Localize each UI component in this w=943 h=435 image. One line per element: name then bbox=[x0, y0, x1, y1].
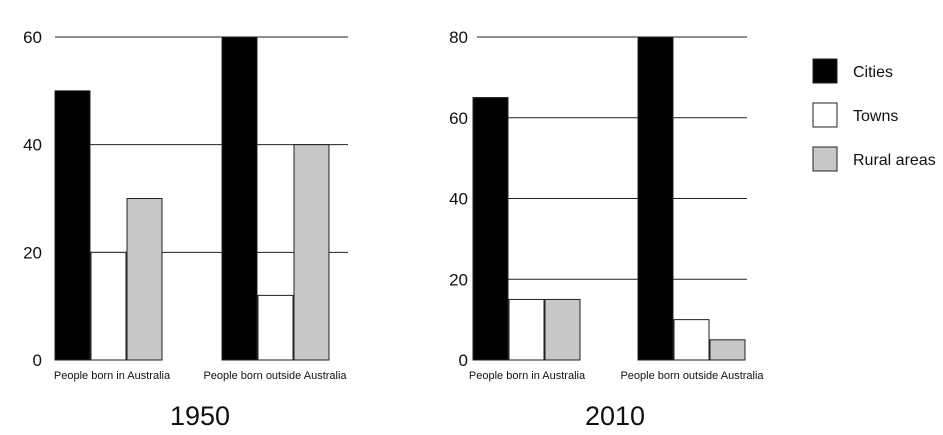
chart-2010: 0 20 40 60 80 People born in Australia People … bbox=[449, 28, 764, 431]
y-tick-label-60: 60 bbox=[449, 109, 468, 128]
bar-towns-people-born-in-australia bbox=[508, 298, 545, 361]
legend-label-cities: Cities bbox=[853, 64, 893, 81]
category-label-people-born-outside-australia: People born outside Australia bbox=[203, 370, 347, 382]
legend: Cities Towns Rural areas bbox=[812, 58, 936, 172]
bar-towns-people-born-in-australia bbox=[90, 251, 127, 361]
bar-rural-areas-people-born-in-australia bbox=[544, 298, 581, 361]
category-label-people-born-in-australia: People born in Australia bbox=[469, 370, 586, 382]
bar-towns-people-born-outside-australia bbox=[673, 319, 710, 361]
legend-swatch-rural-areas bbox=[812, 146, 838, 172]
bar-cities-people-born-in-australia bbox=[472, 97, 509, 361]
chart-1950: 0 20 40 60 People born in Australia People bo… bbox=[23, 28, 348, 431]
y-tick-label-40: 40 bbox=[449, 190, 468, 209]
legend-swatch-cities bbox=[812, 58, 838, 84]
category-label-people-born-in-australia: People born in Australia bbox=[54, 370, 171, 382]
bar-rural-areas-people-born-in-australia bbox=[126, 198, 163, 361]
legend-label-towns: Towns bbox=[853, 108, 898, 125]
legend-swatch-towns bbox=[812, 102, 838, 128]
bar-cities-people-born-in-australia bbox=[54, 90, 91, 361]
y-tick-label-80: 80 bbox=[449, 28, 468, 47]
bar-towns-people-born-outside-australia bbox=[257, 294, 294, 361]
bar-rural-areas-people-born-outside-australia bbox=[709, 339, 746, 361]
y-tick-label-60: 60 bbox=[23, 28, 42, 47]
y-tick-label-0: 0 bbox=[33, 351, 42, 370]
bar-cities-people-born-outside-australia bbox=[221, 36, 258, 361]
chart-title: 1950 bbox=[170, 401, 230, 431]
legend-label-rural-areas: Rural areas bbox=[853, 152, 936, 169]
chart-title: 2010 bbox=[585, 401, 645, 431]
category-label-people-born-outside-australia: People born outside Australia bbox=[620, 370, 764, 382]
y-tick-label-40: 40 bbox=[23, 136, 42, 155]
y-tick-label-20: 20 bbox=[449, 270, 468, 289]
y-tick-label-0: 0 bbox=[459, 351, 468, 370]
y-tick-label-20: 20 bbox=[23, 243, 42, 262]
bar-rural-areas-people-born-outside-australia bbox=[293, 144, 330, 361]
bar-cities-people-born-outside-australia bbox=[637, 36, 674, 361]
